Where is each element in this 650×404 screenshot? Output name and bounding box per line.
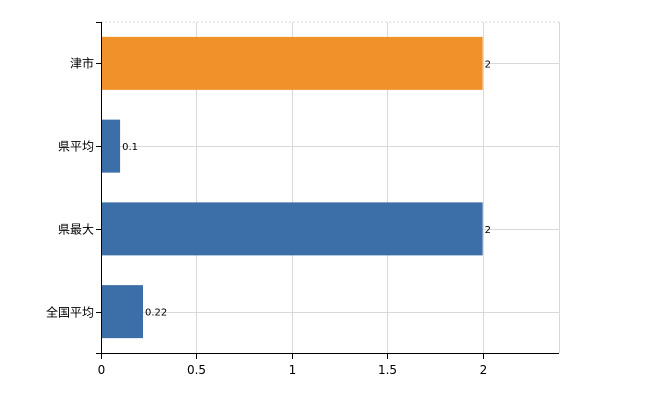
category-label: 県平均 (58, 140, 94, 154)
bars (101, 36, 483, 339)
x-tick-label: 1.5 (378, 363, 397, 377)
data-label: 2 (485, 59, 491, 70)
x-tick-label: 0.5 (187, 363, 206, 377)
data-label: 0.1 (122, 142, 138, 153)
category-label: 県最大 (58, 223, 94, 237)
data-label: 0.22 (145, 308, 167, 319)
bar (101, 36, 483, 90)
bar (101, 119, 121, 173)
category-label: 全国平均 (46, 305, 94, 320)
data-labels: 2 0.1 2 0.22 (122, 59, 491, 318)
category-label: 津市 (70, 56, 94, 71)
x-tick-label: 2 (480, 363, 488, 377)
data-label: 2 (485, 225, 491, 236)
bar (101, 202, 483, 256)
x-tick-label: 0 (98, 363, 106, 377)
bar (101, 285, 143, 339)
x-tick-label: 1 (289, 363, 297, 377)
